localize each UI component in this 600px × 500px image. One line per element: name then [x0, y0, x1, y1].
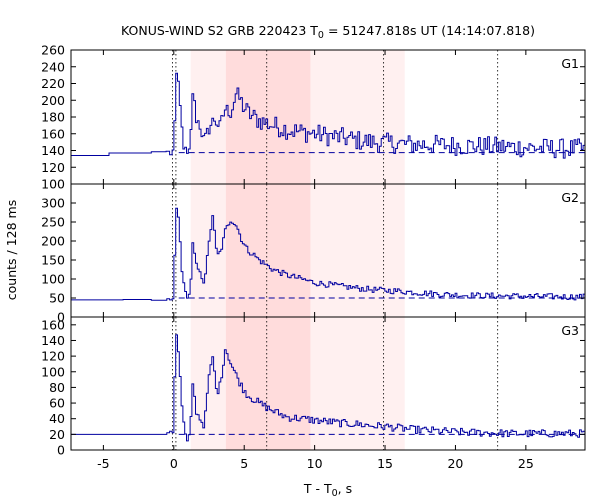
- panel-g2: 0 50 100 150 200 250 300 G2: [41, 183, 586, 325]
- y-tick-label: 160: [41, 317, 65, 332]
- y-tick-label: 200: [41, 93, 65, 108]
- y-axis-label: counts / 128 ms: [4, 200, 19, 300]
- y-tick-label: 20: [49, 427, 65, 442]
- light-curve-g1: [71, 72, 585, 159]
- shaded-region-2: [225, 184, 311, 317]
- chart-title-suffix: = 51247.818s UT (14:14:07.818): [324, 23, 535, 38]
- y-tick-label: 160: [41, 126, 65, 141]
- x-axis-label-prefix: T - T: [303, 481, 332, 496]
- chart-title-subscript: 0: [318, 30, 324, 41]
- light-curve-g3: [71, 334, 585, 442]
- shaded-region-2: [225, 50, 311, 184]
- x-axis-label-suffix: , s: [338, 481, 352, 496]
- panel-label: G1: [561, 56, 579, 71]
- x-axis-label-subscript: 0: [332, 488, 338, 499]
- y-tick-label: 150: [41, 253, 65, 268]
- y-tick-label: 120: [41, 160, 65, 175]
- x-tick-label: 20: [447, 456, 463, 471]
- chart-panels: 100120140160180200220240260G105010015020…: [41, 43, 586, 471]
- y-tick-label: 60: [49, 396, 65, 411]
- y-tick-label: 40: [49, 411, 65, 426]
- chart-title-prefix: KONUS-WIND S2 GRB 220423 T: [121, 23, 318, 38]
- x-tick-label: 5: [240, 456, 248, 471]
- y-tick-label: 100: [41, 272, 65, 287]
- y-tick-label: 100: [41, 177, 65, 192]
- x-tick-label: -5: [97, 456, 109, 471]
- x-tick-label: 0: [170, 456, 178, 471]
- y-tick-label: 260: [41, 43, 65, 58]
- x-axis-label: T - T0, s: [303, 481, 352, 499]
- y-tick-label: 100: [41, 364, 65, 379]
- y-tick-label: 300: [41, 196, 65, 211]
- x-tick-label: 15: [377, 456, 393, 471]
- x-tick-label: 25: [518, 456, 534, 471]
- light-curve-g2: [71, 207, 585, 301]
- y-tick-label: 80: [49, 380, 65, 395]
- y-tick-label: 180: [41, 110, 65, 125]
- y-tick-label: 200: [41, 234, 65, 249]
- panel-frame: [70, 316, 586, 451]
- y-tick-label: 250: [41, 215, 65, 230]
- panel-label: G2: [561, 190, 579, 205]
- x-tick-label: 10: [307, 456, 323, 471]
- chart-title: KONUS-WIND S2 GRB 220423 T0 = 51247.818s…: [121, 23, 535, 41]
- y-tick-label: 220: [41, 76, 65, 91]
- y-tick-label: 0: [57, 310, 65, 325]
- shaded-region-2: [225, 317, 311, 450]
- y-tick-label: 240: [41, 59, 65, 74]
- panel-label: G3: [561, 323, 579, 338]
- y-tick-label: 50: [49, 291, 65, 306]
- y-tick-label: 140: [41, 333, 65, 348]
- y-tick-label: 0: [57, 443, 65, 458]
- y-tick-label: 120: [41, 349, 65, 364]
- y-tick-label: 140: [41, 143, 65, 158]
